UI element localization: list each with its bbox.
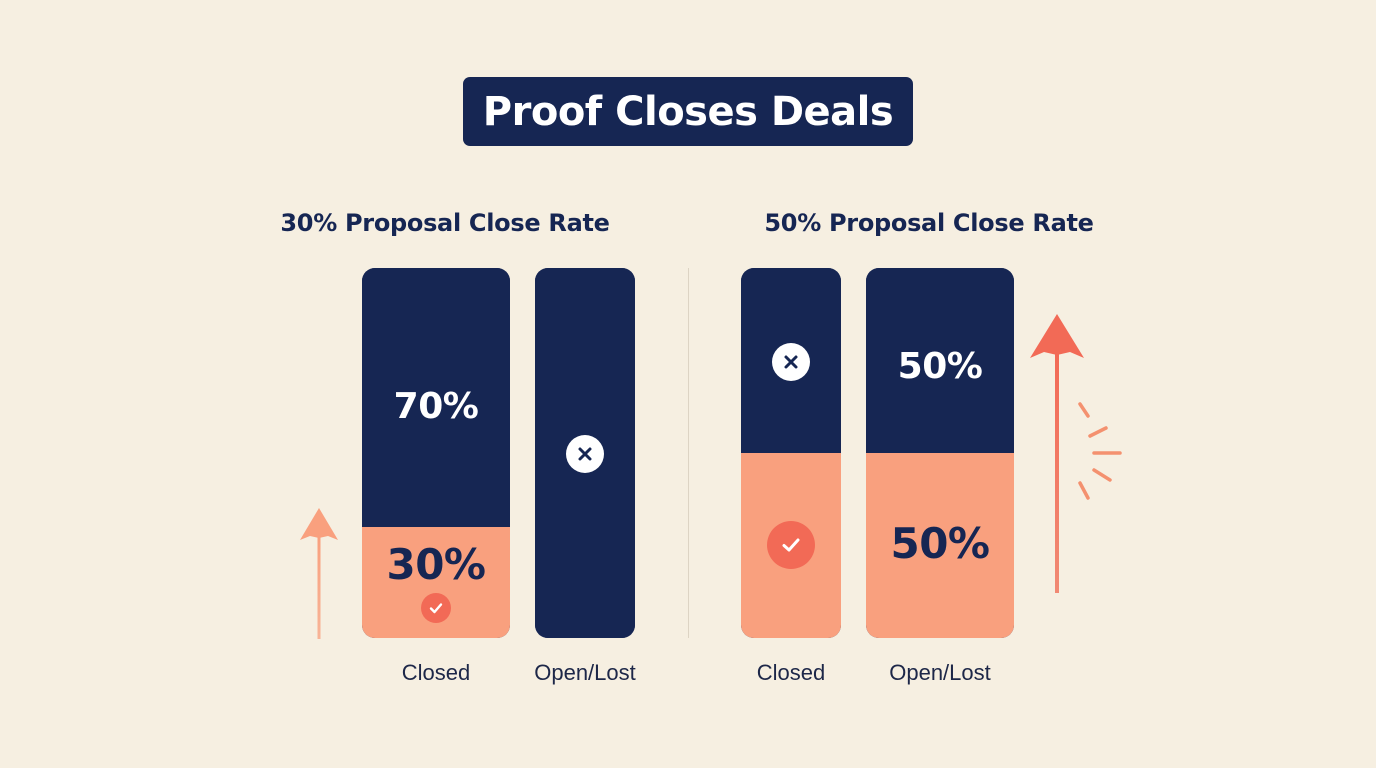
right-openlost-closed-segment [866, 453, 1014, 638]
right-closed-bar [741, 268, 841, 638]
right-openlost-bottom-label: 50% [890, 519, 990, 568]
up-arrow-burst-icon [1030, 314, 1122, 593]
check-icon [421, 593, 451, 623]
right-openlost-top-label: 50% [897, 346, 983, 387]
chart-title: Proof Closes Deals [463, 77, 913, 146]
left-openlost-category-label: Open/Lost [534, 660, 636, 685]
right-closed-category-label: Closed [756, 660, 826, 685]
right-openlost-bar: 50% 50% [866, 268, 1014, 638]
right-openlost-category-label: Open/Lost [889, 660, 991, 685]
x-icon [566, 435, 604, 473]
left-panel-title: 30% Proposal Close Rate [280, 209, 610, 237]
right-openlost-open-segment [866, 268, 1014, 453]
left-closed-open-segment [362, 268, 510, 527]
up-arrow-icon [300, 508, 338, 639]
left-closed-top-label: 70% [393, 386, 479, 427]
panel-divider [688, 268, 689, 638]
x-icon [772, 343, 810, 381]
left-openlost-bar [535, 268, 635, 638]
check-icon [767, 521, 815, 569]
left-closed-bar: 70% 30% [362, 268, 510, 638]
left-closed-bottom-label: 30% [386, 540, 486, 589]
left-closed-category-label: Closed [401, 660, 471, 685]
right-panel-title: 50% Proposal Close Rate [764, 209, 1094, 237]
